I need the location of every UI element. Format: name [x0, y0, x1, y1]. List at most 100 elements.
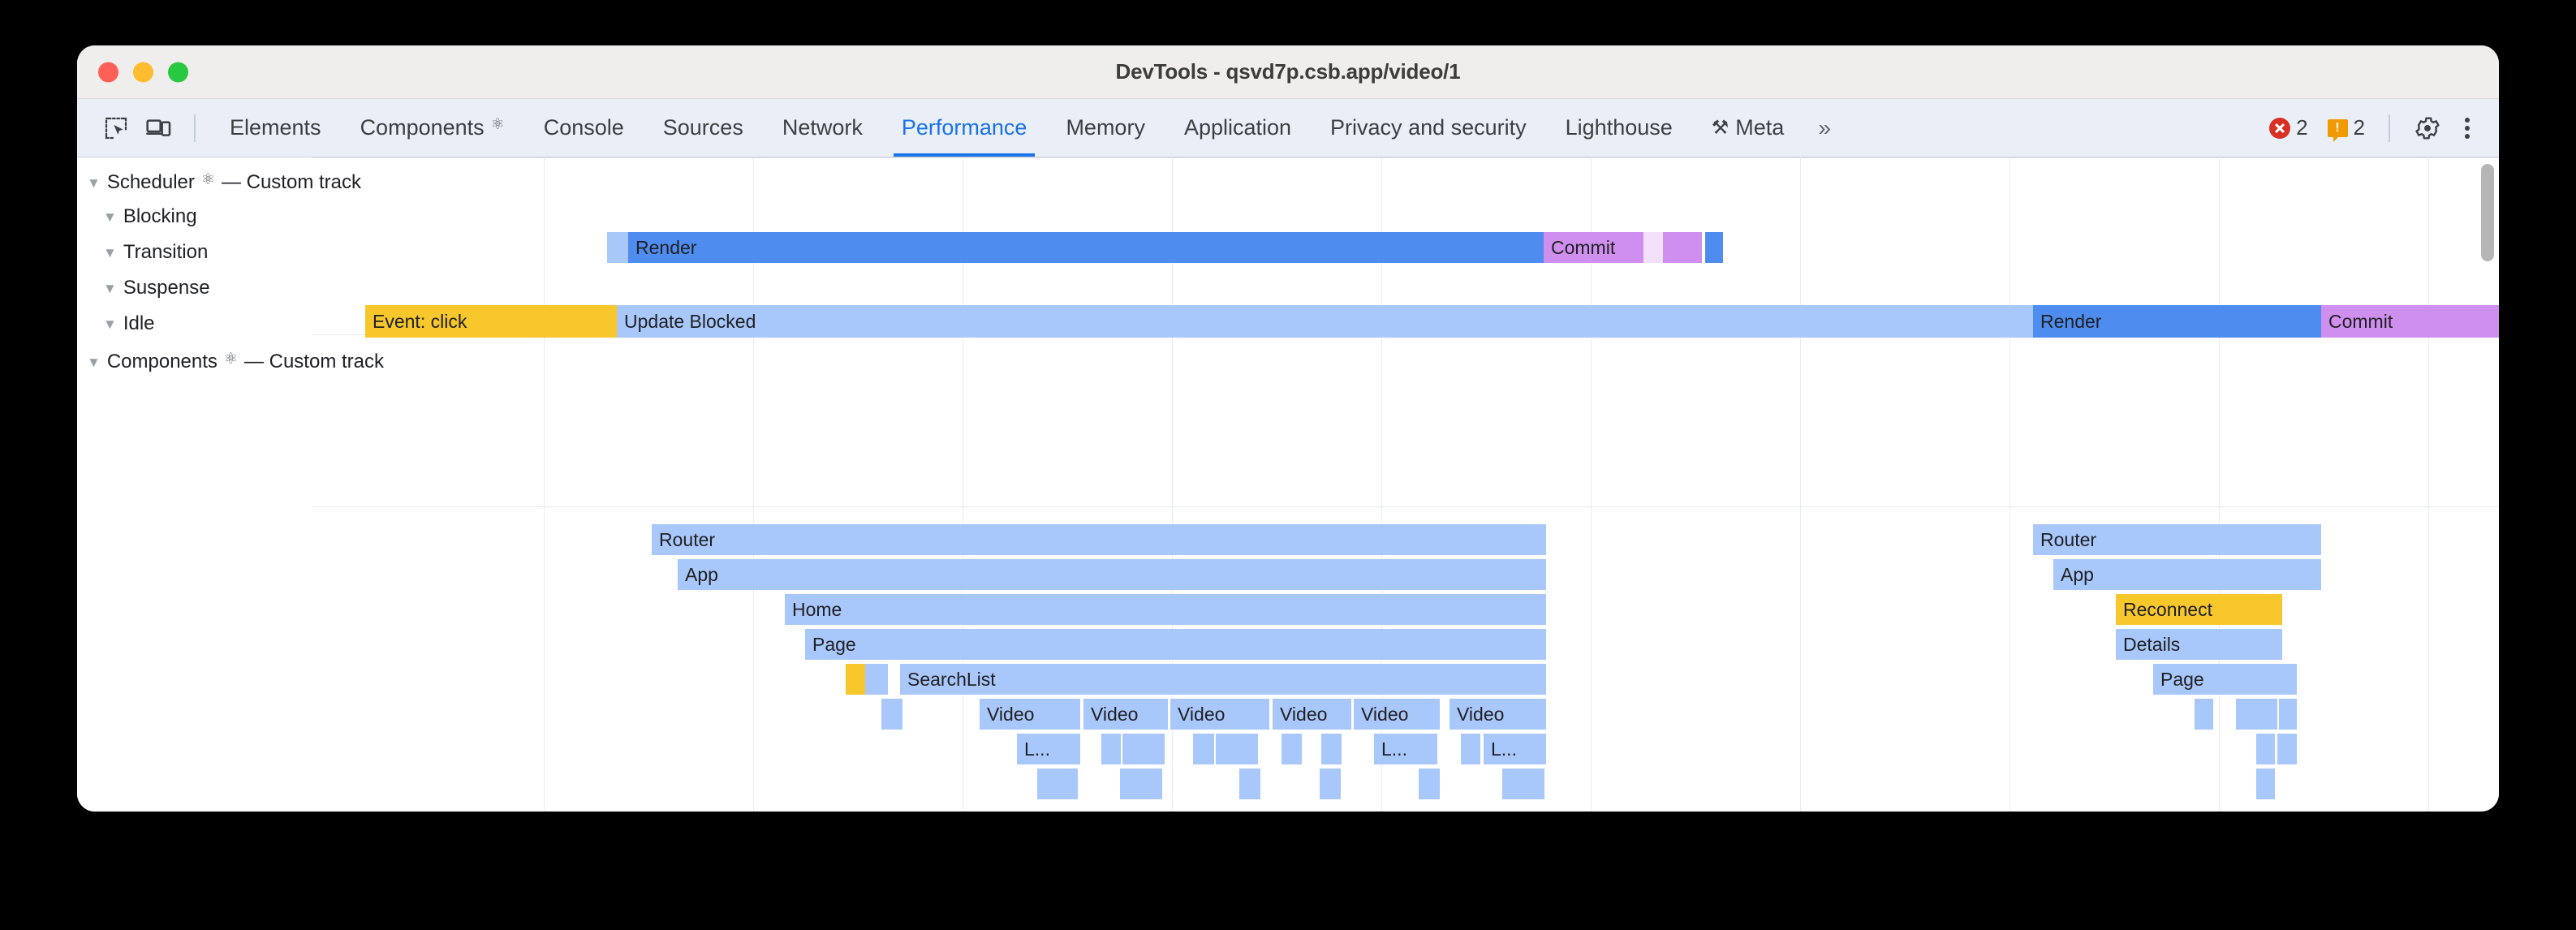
flame-bar-label: L... [1491, 738, 1517, 760]
tab-console[interactable]: Console [524, 99, 644, 157]
warning-count-badge[interactable]: ! 2 [2320, 115, 2372, 142]
flame-bar-lazy-2b[interactable] [1122, 734, 1165, 764]
tab-application[interactable]: Application [1165, 99, 1311, 157]
tab-performance[interactable]: Performance [882, 99, 1047, 157]
flame-bar-comp-marker-blue[interactable] [865, 664, 888, 695]
kebab-menu-icon[interactable] [2453, 110, 2481, 147]
track-label-group-blocking[interactable]: ▼ Blocking [77, 203, 312, 230]
flame-bar-comp-app-2[interactable]: App [2053, 559, 2321, 590]
device-toolbar-icon[interactable] [137, 107, 179, 149]
track-label-scheduler-header[interactable]: ▼ Scheduler ⚛ — Custom track [77, 169, 361, 196]
track-label-group-idle[interactable]: ▼ Idle [77, 310, 312, 338]
tab-label: Meta [1735, 115, 1785, 140]
devtools-window: DevTools - qsvd7p.csb.app/video/1 Elemen… [77, 45, 2499, 812]
flame-bar-label: Details [2123, 633, 2181, 655]
chevron-down-icon[interactable]: ▼ [103, 209, 117, 225]
flame-bar-label: Video [1457, 703, 1505, 725]
flame-bar-lazy-6a[interactable] [1461, 734, 1480, 764]
tab-memory[interactable]: Memory [1046, 99, 1165, 157]
flame-bar-video-6[interactable]: Video [1450, 699, 1546, 730]
track-label-group-transition[interactable]: ▼ Transition [77, 239, 312, 266]
flame-bar-transition-event[interactable]: Event: click [365, 305, 617, 338]
flame-bar-lazy-4b[interactable] [1321, 734, 1342, 764]
flame-bar-comp-sl-child[interactable] [881, 699, 902, 730]
gridline-6 [1800, 157, 1801, 812]
chevron-down-icon[interactable]: ▼ [87, 174, 101, 191]
flame-bar-comp-home-1[interactable]: Home [785, 594, 1546, 625]
flame-bar-lazy-3b[interactable] [1216, 734, 1258, 764]
flame-bar-r-leaf-1[interactable] [2195, 699, 2213, 730]
gear-icon[interactable] [2406, 107, 2449, 149]
flame-bar-video-2[interactable]: Video [1083, 699, 1168, 730]
flame-bar-video-1[interactable]: Video [980, 699, 1080, 730]
flame-bar-video-4[interactable]: Video [1273, 699, 1351, 730]
inspect-element-icon[interactable] [95, 107, 137, 149]
tab-label: Sources [662, 115, 743, 140]
flame-bar-leaf-5[interactable] [1419, 769, 1440, 799]
flame-bar-comp-router-2[interactable]: Router [2033, 524, 2321, 555]
tab-lighthouse[interactable]: Lighthouse [1546, 99, 1692, 157]
flame-bar-r-leaf-3[interactable] [2279, 699, 2297, 730]
chevron-down-icon[interactable]: ▼ [103, 316, 117, 332]
flame-bar-comp-marker-yellow[interactable] [846, 664, 865, 695]
flame-bar-comp-reconnect[interactable]: Reconnect [2116, 594, 2282, 625]
flame-bar-comp-app-1[interactable]: App [678, 559, 1546, 590]
flame-bar-comp-details[interactable]: Details [2116, 629, 2282, 660]
flame-bar-transition-blocked[interactable]: Update Blocked [617, 305, 2033, 338]
flame-bar-blocking-gap[interactable] [1643, 232, 1663, 263]
vertical-scrollbar-thumb[interactable] [2481, 164, 2494, 261]
flame-bar-transition-render[interactable]: Render [2033, 305, 2321, 338]
tab-components[interactable]: Components ⚛ [341, 99, 524, 157]
track-label-components-header[interactable]: ▼ Components ⚛ — Custom track [77, 348, 384, 376]
flame-bar-lazy-1[interactable]: L... [1017, 734, 1080, 764]
tab-sources[interactable]: Sources [644, 99, 763, 157]
performance-flame-chart[interactable]: Render Commit Event: click Update Blocked Re… [77, 157, 2499, 812]
flame-bar-r-leaf-4[interactable] [2256, 734, 2275, 764]
tab-elements[interactable]: Elements [210, 99, 341, 157]
flame-bar-comp-searchlist[interactable]: SearchList [900, 664, 1546, 695]
tab-network[interactable]: Network [763, 99, 882, 157]
flame-bar-video-5[interactable]: Video [1354, 699, 1440, 730]
chevron-down-icon[interactable]: ▼ [103, 244, 117, 260]
flame-bar-comp-page-2[interactable]: Page [2153, 664, 2297, 695]
flame-bar-r-leaf-6[interactable] [2256, 769, 2275, 799]
flame-bar-leaf-2[interactable] [1120, 769, 1162, 799]
flame-bar-leaf-3[interactable] [1239, 769, 1260, 799]
flame-bar-blocking-tail[interactable] [1705, 232, 1723, 263]
status-divider [2389, 114, 2390, 142]
react-atom-icon: ⚛ [223, 350, 238, 368]
tab-privacy-and-security[interactable]: Privacy and security [1311, 99, 1546, 157]
flame-bar-lazy-4a[interactable] [1282, 734, 1302, 764]
flame-bar-r-leaf-2[interactable] [2236, 699, 2277, 730]
flame-bar-comp-router-1[interactable]: Router [652, 524, 1546, 555]
tab-meta[interactable]: ⚒ Meta [1692, 99, 1804, 157]
flame-bar-blocking-commit2[interactable] [1663, 232, 1702, 263]
toolbar-divider [194, 114, 196, 142]
flame-bar-blocking-render[interactable]: Render [628, 232, 1544, 263]
flame-bar-leaf-4[interactable] [1320, 769, 1341, 799]
flame-bar-lazy-2a[interactable] [1101, 734, 1121, 764]
track-label-suffix: — Custom track [243, 351, 384, 372]
flame-bar-video-3[interactable]: Video [1170, 699, 1269, 730]
chevron-down-icon[interactable]: ▼ [87, 354, 101, 370]
track-label-text: Blocking [123, 205, 197, 227]
flame-bar-blocking-pre[interactable] [607, 232, 628, 263]
flame-bar-leaf-6[interactable] [1502, 769, 1544, 799]
flame-bar-label: App [685, 563, 718, 585]
flame-bar-transition-commit[interactable]: Commit [2321, 305, 2499, 338]
minimize-window-button[interactable] [133, 62, 153, 82]
flame-bar-lazy-5[interactable]: L... [1374, 734, 1437, 764]
flame-bar-lazy-3a[interactable] [1193, 734, 1214, 764]
flame-bar-leaf-1[interactable] [1037, 769, 1078, 799]
maximize-window-button[interactable] [168, 62, 188, 82]
flame-bar-r-leaf-5[interactable] [2277, 734, 2297, 764]
more-tabs-chevron-icon[interactable]: » [1818, 114, 1831, 140]
track-label-group-suspense[interactable]: ▼ Suspense [77, 274, 312, 302]
flame-bar-label: Video [1091, 703, 1139, 725]
flame-bar-blocking-commit[interactable]: Commit [1544, 232, 1643, 263]
flame-bar-lazy-6b[interactable]: L... [1484, 734, 1546, 764]
flame-bar-comp-page-1[interactable]: Page [805, 629, 1546, 660]
error-count-badge[interactable]: 2 [2262, 115, 2315, 140]
close-window-button[interactable] [98, 62, 118, 82]
chevron-down-icon[interactable]: ▼ [103, 280, 117, 296]
